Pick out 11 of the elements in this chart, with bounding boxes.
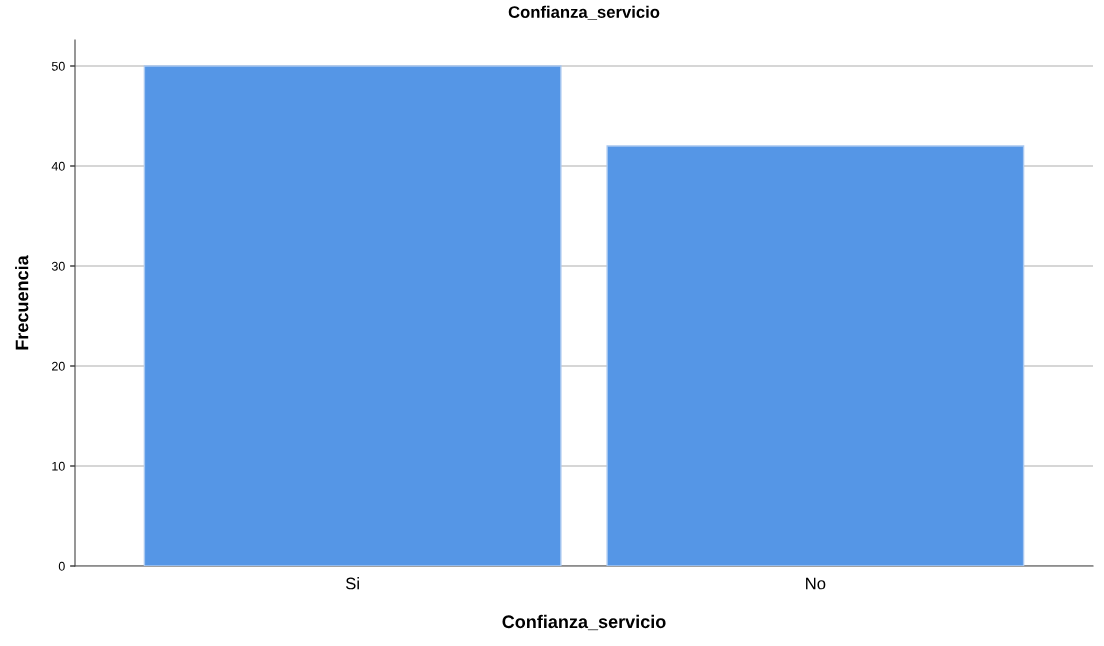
y-tick-label: 0	[58, 561, 65, 571]
y-tick-label: 10	[52, 461, 65, 471]
x-tick-label: Si	[345, 577, 359, 590]
x-axis-title: Confianza_servicio	[502, 614, 666, 631]
y-tick-label: 30	[51, 261, 65, 271]
y-tick-label: 40	[51, 161, 65, 171]
chart-title: Confianza_servicio	[508, 5, 660, 20]
x-tick-label: No	[806, 577, 826, 590]
y-tick-label: 20	[52, 361, 65, 371]
y-axis-title: Frecuencia	[15, 255, 29, 350]
y-tick-label: 50	[51, 61, 65, 71]
